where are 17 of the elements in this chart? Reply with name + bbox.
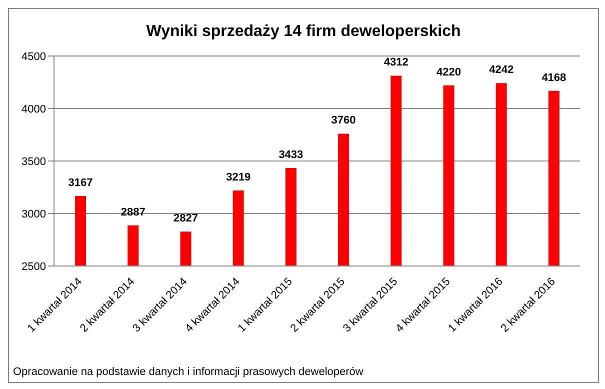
data-label: 3167 xyxy=(68,176,93,189)
y-tick-label: 4500 xyxy=(22,50,46,63)
y-tick-label: 3500 xyxy=(22,156,46,168)
data-label: 3760 xyxy=(331,114,356,127)
data-label: 4312 xyxy=(384,56,408,69)
data-label: 4168 xyxy=(542,72,566,84)
data-label: 3433 xyxy=(278,149,304,162)
data-label: 2827 xyxy=(174,212,198,225)
data-label: 4220 xyxy=(436,66,461,78)
y-tick-label: 3000 xyxy=(22,208,46,220)
chart-title: Wyniki sprzedaży 14 firm deweloperskich xyxy=(145,23,462,41)
text: Opracowanie na podstawie danych i informacji prasowych deweloperów xyxy=(13,366,364,378)
y-tick-label: 2500 xyxy=(22,260,46,273)
data-label: 4242 xyxy=(489,64,514,76)
data-label: 3219 xyxy=(226,172,251,184)
data-label: 2887 xyxy=(120,206,146,218)
y-tick-label: 4000 xyxy=(22,103,46,116)
